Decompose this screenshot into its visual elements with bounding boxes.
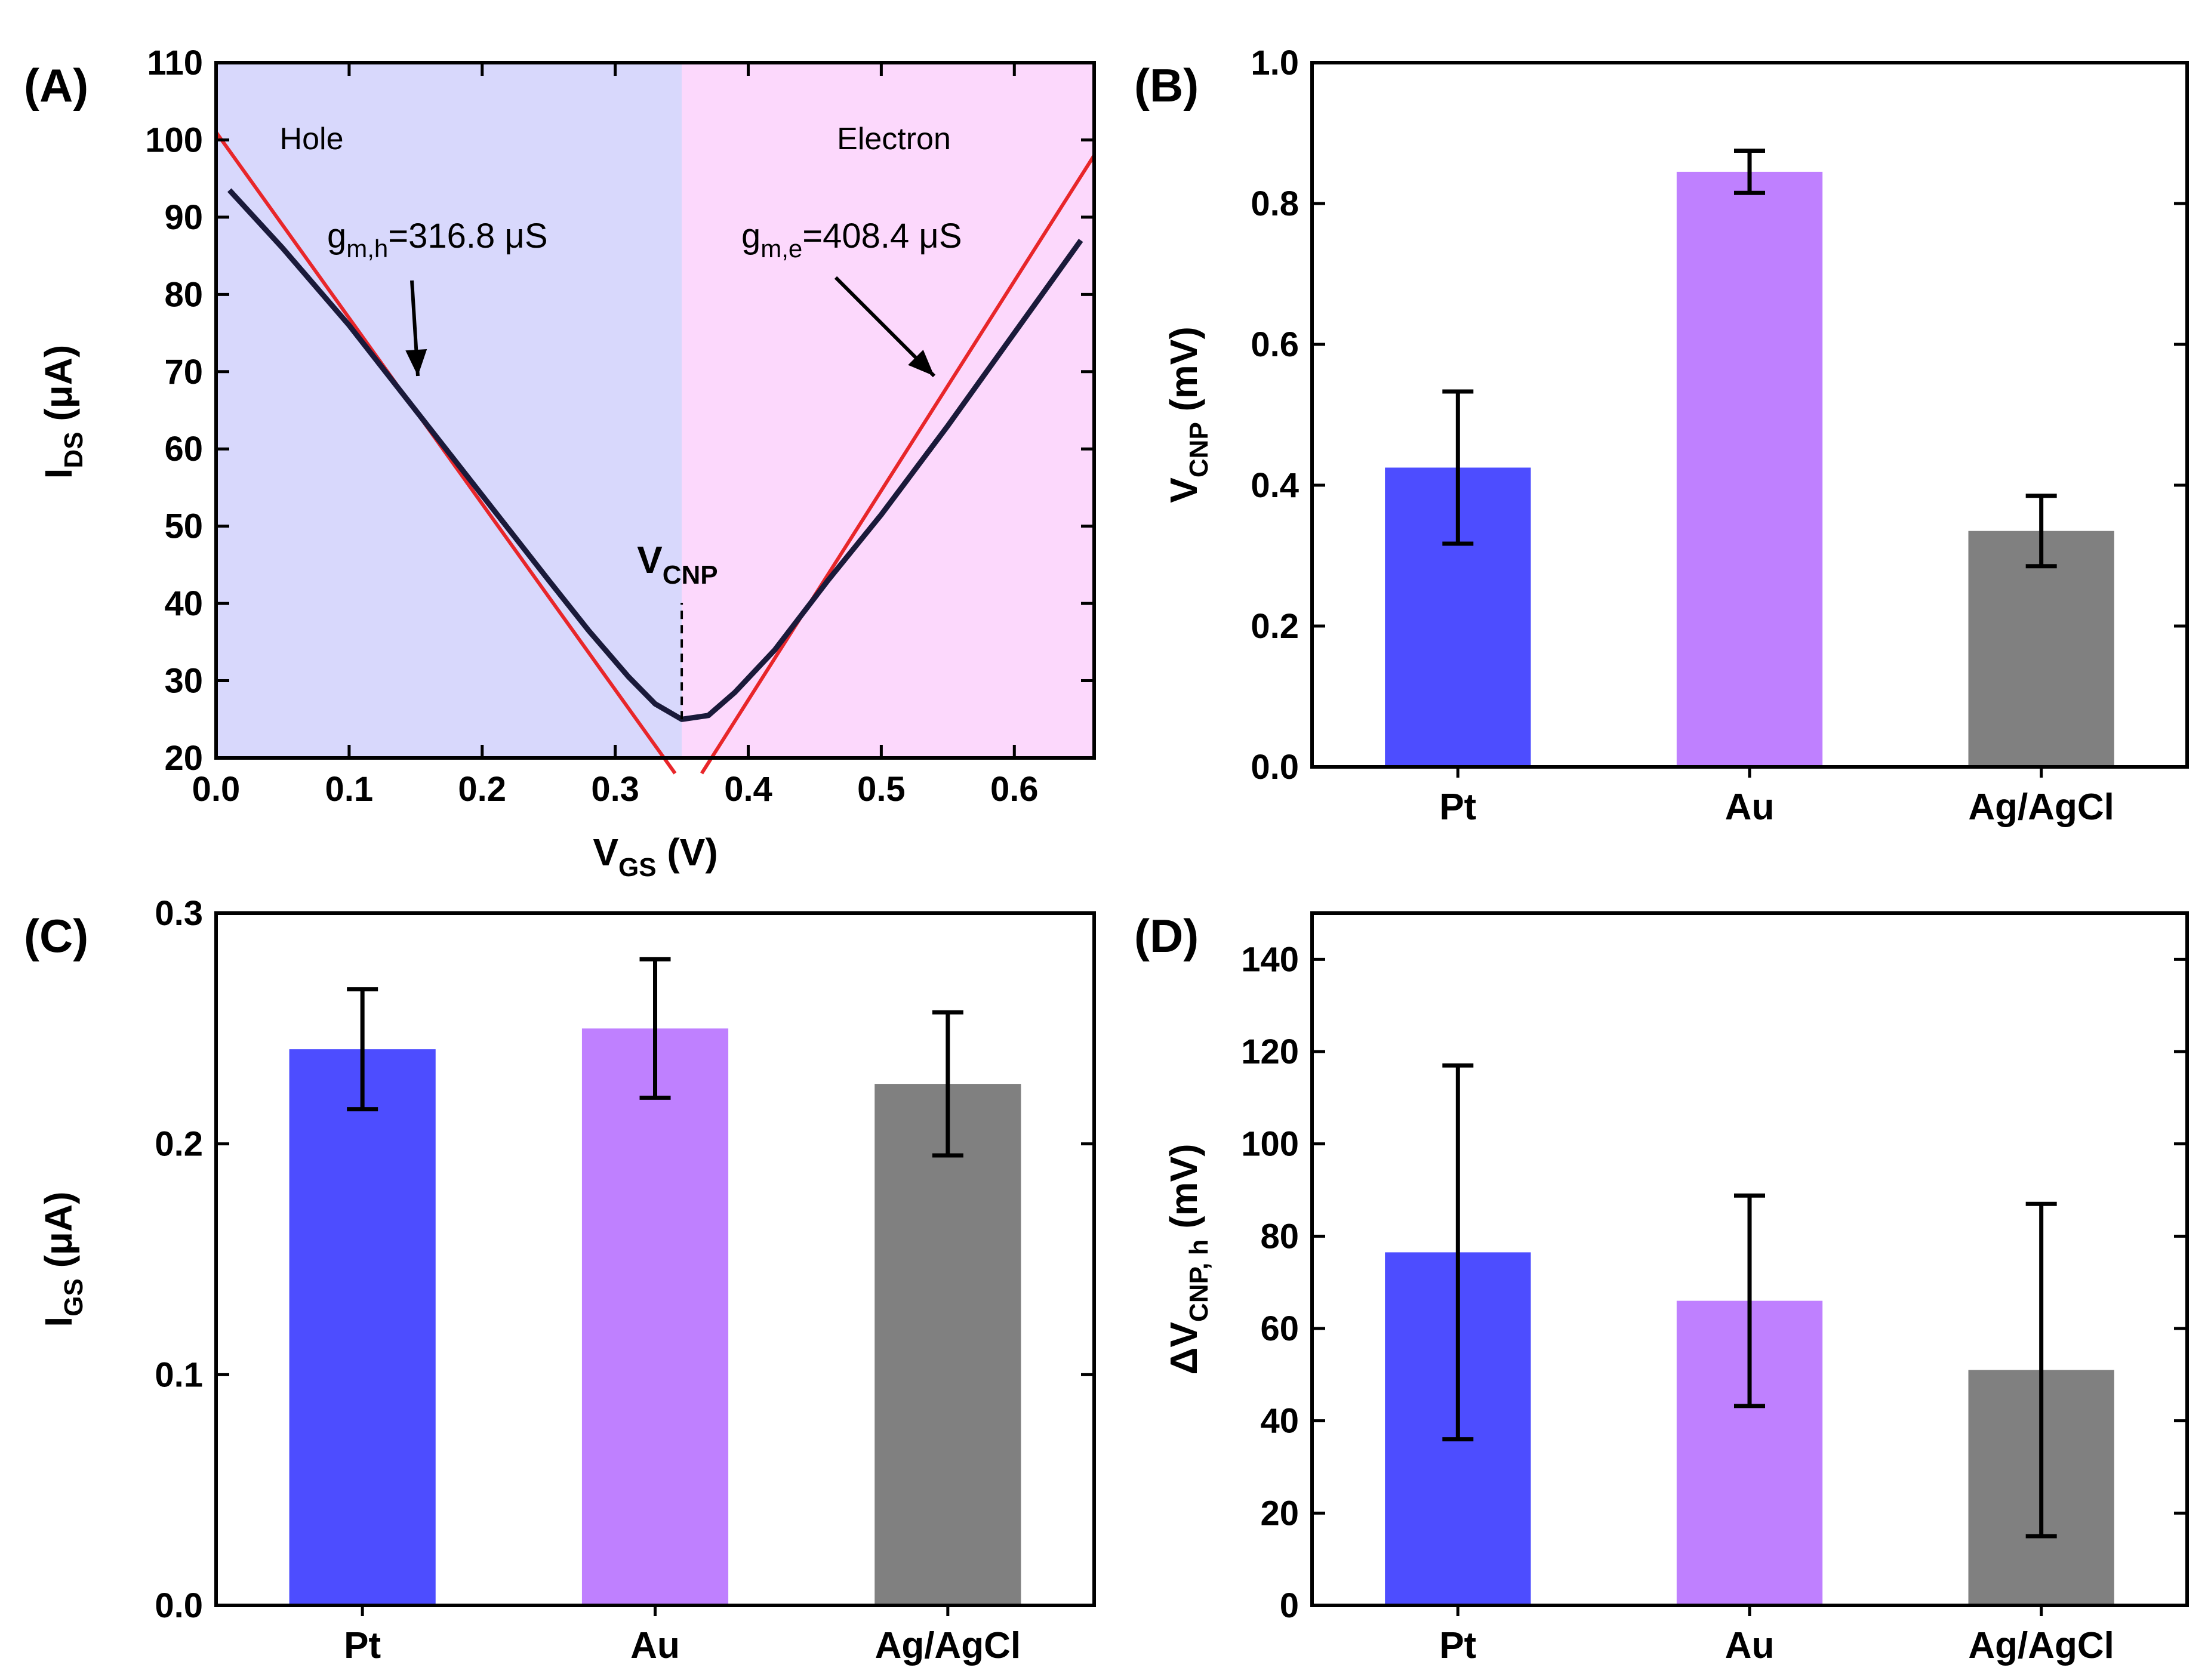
panel-d-bar-chart: (D) Pt Au Ag/AgCl 0 20 40 60 80 100 120 140 ΔVCNP,… bbox=[1134, 910, 2189, 1666]
y-tick-label: 0.6 bbox=[1251, 325, 1299, 364]
x-tick-label: 0.0 bbox=[192, 770, 241, 809]
y-tick-label: 40 bbox=[164, 584, 203, 623]
y-tick-label: 100 bbox=[1241, 1125, 1299, 1164]
category-label-au: Au bbox=[1725, 787, 1775, 828]
x-tick-label: 0.3 bbox=[591, 770, 639, 809]
y-tick-label: 140 bbox=[1241, 940, 1299, 979]
y-tick-label: 0.1 bbox=[155, 1355, 203, 1394]
x-tick-label: 0.4 bbox=[724, 770, 772, 809]
panel-d-y-axis-title: ΔVCNP, h (mV) bbox=[1162, 1143, 1214, 1374]
x-tick-label: 0.6 bbox=[990, 770, 1039, 809]
panel-b-label: (B) bbox=[1134, 59, 1199, 112]
y-tick-label: 0.2 bbox=[155, 1125, 203, 1164]
category-label-ag-agcl: Ag/AgCl bbox=[875, 1625, 1021, 1666]
y-tick-label: 120 bbox=[1241, 1032, 1299, 1071]
panel-b-bar-chart: (B) Pt Au Ag/AgCl 0.0 0.2 0.4 0.6 0.8 1.0 VCNP (… bbox=[1134, 44, 2189, 828]
y-tick-label: 0.0 bbox=[1251, 748, 1299, 787]
annotation-arrowhead-hole bbox=[405, 349, 427, 376]
panel-d-label: (D) bbox=[1134, 910, 1199, 962]
region-label-electron: Electron bbox=[837, 122, 951, 156]
y-tick-label: 60 bbox=[164, 430, 203, 468]
region-electron bbox=[682, 63, 1094, 758]
category-label-au: Au bbox=[1725, 1625, 1775, 1666]
ids-curve bbox=[227, 188, 1083, 722]
category-label-pt: Pt bbox=[1439, 787, 1476, 828]
y-tick-label: 100 bbox=[145, 121, 203, 159]
y-tick-label: 0.3 bbox=[155, 894, 203, 933]
x-tick-label: 0.2 bbox=[458, 770, 506, 809]
x-tick-label: 0.5 bbox=[857, 770, 906, 809]
panel-c-bar-chart: (C) Pt Au Ag/AgCl 0.0 0.1 0.2 0.3 IGS (μA) bbox=[24, 894, 1096, 1666]
y-tick-label: 0.2 bbox=[1251, 607, 1299, 646]
category-label-au: Au bbox=[630, 1625, 680, 1666]
y-tick-label: 20 bbox=[164, 739, 203, 778]
category-label-ag-agcl: Ag/AgCl bbox=[1968, 1625, 2114, 1666]
region-label-hole: Hole bbox=[280, 122, 344, 156]
y-tick-label: 110 bbox=[147, 44, 203, 82]
y-tick-label: 20 bbox=[1260, 1494, 1299, 1533]
y-tick-label: 0.4 bbox=[1251, 466, 1299, 505]
fit-line-electron bbox=[700, 154, 1096, 775]
bar-ag-agcl bbox=[1968, 531, 2114, 767]
panel-a-y-axis-title: IDS (μA) bbox=[37, 345, 88, 479]
bar-au bbox=[1676, 171, 1823, 767]
y-tick-label: 30 bbox=[164, 662, 203, 701]
panel-c-y-axis-title: IGS (μA) bbox=[37, 1191, 88, 1327]
y-tick-label: 80 bbox=[164, 275, 203, 314]
y-tick-label: 70 bbox=[164, 353, 203, 392]
bar-pt bbox=[289, 1049, 436, 1605]
panel-b-y-axis-title: VCNP (mV) bbox=[1162, 326, 1214, 503]
y-tick-label: 1.0 bbox=[1251, 44, 1299, 82]
vcnp-label: VCNP bbox=[637, 538, 718, 590]
x-tick-label: 0.1 bbox=[325, 770, 374, 809]
bar-au bbox=[581, 1028, 729, 1605]
panel-a-label: (A) bbox=[24, 59, 88, 112]
y-tick-label: 90 bbox=[164, 198, 203, 237]
y-tick-label: 0.8 bbox=[1251, 184, 1299, 223]
annotation-arrowhead-electron bbox=[908, 350, 934, 376]
y-tick-label: 0.0 bbox=[155, 1586, 203, 1625]
transconductance-annotation-electron: gm,e=408.4 μS bbox=[741, 217, 962, 263]
category-label-pt: Pt bbox=[1439, 1625, 1476, 1666]
category-label-ag-agcl: Ag/AgCl bbox=[1968, 787, 2114, 828]
y-tick-label: 50 bbox=[164, 507, 203, 546]
bar-ag-agcl bbox=[874, 1084, 1021, 1605]
panel-c-label: (C) bbox=[24, 910, 88, 962]
y-tick-label: 80 bbox=[1260, 1217, 1299, 1256]
y-tick-label: 0 bbox=[1280, 1586, 1299, 1625]
category-label-pt: Pt bbox=[344, 1625, 381, 1666]
y-tick-label: 40 bbox=[1260, 1402, 1299, 1441]
transconductance-annotation-hole: gm,h=316.8 μS bbox=[327, 217, 548, 263]
panel-a-line-chart: (A) Hole Electron VCNP gm,h=316.8 μS gm,e=… bbox=[24, 44, 1096, 882]
panel-a-x-axis-title: VGS (V) bbox=[593, 831, 718, 882]
panel-a-frame bbox=[214, 61, 1096, 760]
y-tick-label: 60 bbox=[1260, 1309, 1299, 1348]
region-hole bbox=[216, 63, 682, 758]
